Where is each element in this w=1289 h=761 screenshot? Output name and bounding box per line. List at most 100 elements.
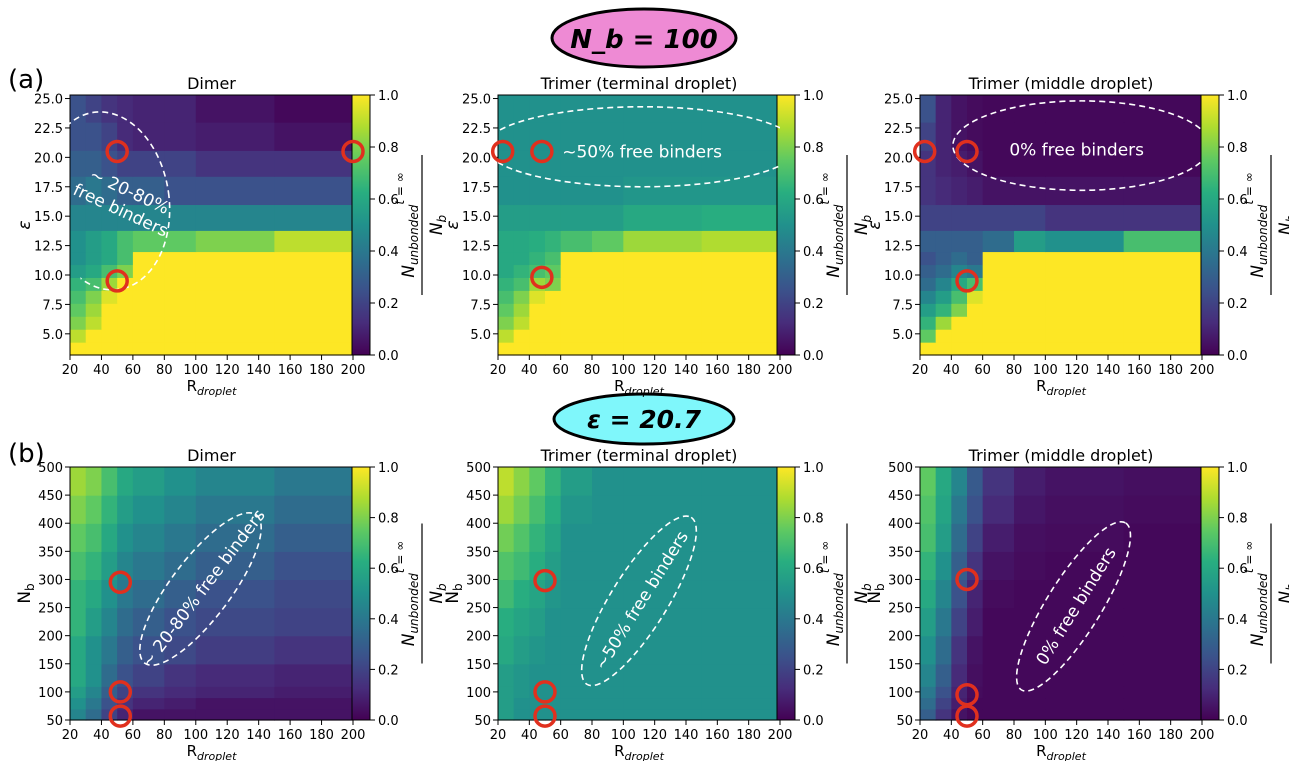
heatmap-cell bbox=[274, 663, 354, 687]
heatmap-cell bbox=[513, 316, 530, 330]
y-axis-label-sub: b bbox=[451, 583, 465, 591]
heatmap-cell bbox=[1014, 523, 1046, 552]
heatmap-cell bbox=[85, 686, 103, 699]
heatmap-cell bbox=[545, 329, 562, 343]
colorbar-label-n: N bbox=[824, 633, 844, 646]
heatmap-cell bbox=[498, 342, 515, 356]
heatmap-cell bbox=[982, 277, 1015, 291]
y-tick-label: 22.5 bbox=[462, 122, 491, 137]
heatmap-cell bbox=[560, 663, 593, 687]
heatmap-cell bbox=[545, 686, 562, 699]
heatmap-cell bbox=[132, 495, 165, 524]
heatmap-cell bbox=[164, 579, 197, 609]
heatmap-cell bbox=[1123, 579, 1203, 609]
heatmap-cell bbox=[1123, 551, 1203, 581]
colorbar-label-nb-sub: b bbox=[860, 214, 874, 222]
heatmap-cell bbox=[529, 290, 546, 304]
heatmap-cell bbox=[274, 467, 354, 496]
x-tick-label: 140 bbox=[1096, 363, 1121, 378]
heatmap-cell bbox=[1123, 467, 1203, 496]
heatmap-cell bbox=[1045, 150, 1125, 177]
x-tick-label: 160 bbox=[1127, 728, 1152, 743]
heatmap-cell bbox=[967, 663, 984, 687]
heatmap-cell bbox=[982, 579, 1015, 609]
colorbar-label-denominator: Nb bbox=[852, 583, 874, 604]
heatmap-cell bbox=[70, 230, 87, 253]
y-axis-label-sub: b bbox=[23, 583, 37, 591]
panel-title: Trimer (middle droplet) bbox=[968, 446, 1154, 465]
heatmap-cell bbox=[920, 495, 937, 524]
heatmap-cell bbox=[164, 176, 197, 206]
colorbar-tick-label: 0.2 bbox=[378, 297, 399, 312]
heatmap-cell bbox=[1045, 316, 1125, 330]
heatmap-cell bbox=[117, 251, 134, 266]
x-tick-label: 140 bbox=[246, 728, 271, 743]
colorbar-label-nb: N bbox=[1276, 222, 1289, 235]
x-axis-label-base: R bbox=[614, 377, 624, 395]
colorbar-label: Nunbondedt = ∞Nb bbox=[393, 523, 449, 664]
heatmap-cell bbox=[513, 686, 530, 699]
heatmap-cell bbox=[195, 697, 275, 710]
heatmap-cell bbox=[513, 342, 530, 356]
heatmap-cell bbox=[529, 251, 546, 266]
heatmap-cell bbox=[101, 150, 118, 177]
heatmap-cell bbox=[982, 316, 1015, 330]
y-axis-label: Nb bbox=[15, 583, 37, 603]
heatmap-cell bbox=[920, 579, 937, 609]
colorbar-tick-label: 0.6 bbox=[1227, 562, 1248, 577]
heatmap-cell bbox=[920, 342, 937, 356]
heatmap-cell bbox=[982, 686, 1015, 699]
heatmap-cell bbox=[1014, 122, 1046, 151]
heatmap-cell bbox=[592, 579, 624, 609]
heatmap-cell bbox=[701, 495, 781, 524]
heatmap-panel: Dimer 20 40 60 80 100 120 140 160 180 200 5.0 7.5 10.… bbox=[15, 74, 449, 398]
y-tick-label: 300 bbox=[38, 573, 63, 588]
heatmap-cell bbox=[1045, 607, 1125, 637]
heatmap-cell bbox=[498, 264, 515, 278]
heatmap-cell bbox=[701, 342, 781, 356]
heatmap-cell bbox=[935, 697, 952, 710]
colorbar-label-n: N bbox=[824, 265, 844, 278]
heatmap-cell bbox=[967, 342, 984, 356]
heatmap-cell bbox=[164, 303, 197, 317]
heatmap-cell bbox=[623, 551, 703, 581]
heatmap-cell bbox=[70, 303, 87, 317]
y-tick-label: 12.5 bbox=[34, 240, 63, 255]
heatmap-cell bbox=[195, 277, 275, 291]
heatmap-cell bbox=[274, 708, 354, 721]
heatmap-cell bbox=[117, 551, 134, 581]
heatmap-cell bbox=[195, 708, 275, 721]
heatmap-cell bbox=[513, 277, 530, 291]
colorbar-tick-label: 0.8 bbox=[378, 512, 399, 527]
row-a-header-text: N_b = 100 bbox=[570, 25, 718, 55]
heatmap-cell bbox=[967, 708, 984, 721]
heatmap-cell bbox=[1123, 316, 1203, 330]
highlight-circle bbox=[108, 680, 133, 704]
heatmap-cell bbox=[920, 635, 937, 665]
y-tick-label: 300 bbox=[888, 573, 913, 588]
heatmap-cell bbox=[592, 95, 624, 123]
y-tick-label: 350 bbox=[888, 545, 913, 560]
heatmap-cell bbox=[529, 342, 546, 356]
heatmap-cell bbox=[85, 329, 103, 343]
colorbar-tick-label: 0.0 bbox=[378, 349, 399, 364]
heatmap-cell bbox=[623, 467, 703, 496]
heatmap-cell bbox=[592, 303, 624, 317]
region-annotation: ~50% free binders bbox=[562, 143, 722, 163]
x-tick-label: 200 bbox=[1190, 728, 1215, 743]
heatmap-cell bbox=[274, 122, 354, 151]
heatmap-cell bbox=[545, 95, 562, 123]
panel-title: Trimer (terminal droplet) bbox=[540, 74, 738, 93]
colorbar-tick-label: 0.4 bbox=[1227, 245, 1248, 260]
heatmap-cell bbox=[967, 303, 984, 317]
y-tick-label: 450 bbox=[888, 489, 913, 504]
highlight-circle bbox=[955, 567, 979, 592]
colorbar-tick-label: 0.8 bbox=[803, 141, 824, 156]
heatmap-cell bbox=[1123, 264, 1203, 278]
heatmap-cell bbox=[70, 697, 87, 710]
heatmap-cell bbox=[132, 204, 165, 231]
heatmap-cell bbox=[1014, 342, 1046, 356]
heatmap-cell bbox=[592, 204, 624, 231]
colorbar-label-sup: t = ∞ bbox=[393, 541, 407, 573]
heatmap-cell bbox=[701, 708, 781, 721]
